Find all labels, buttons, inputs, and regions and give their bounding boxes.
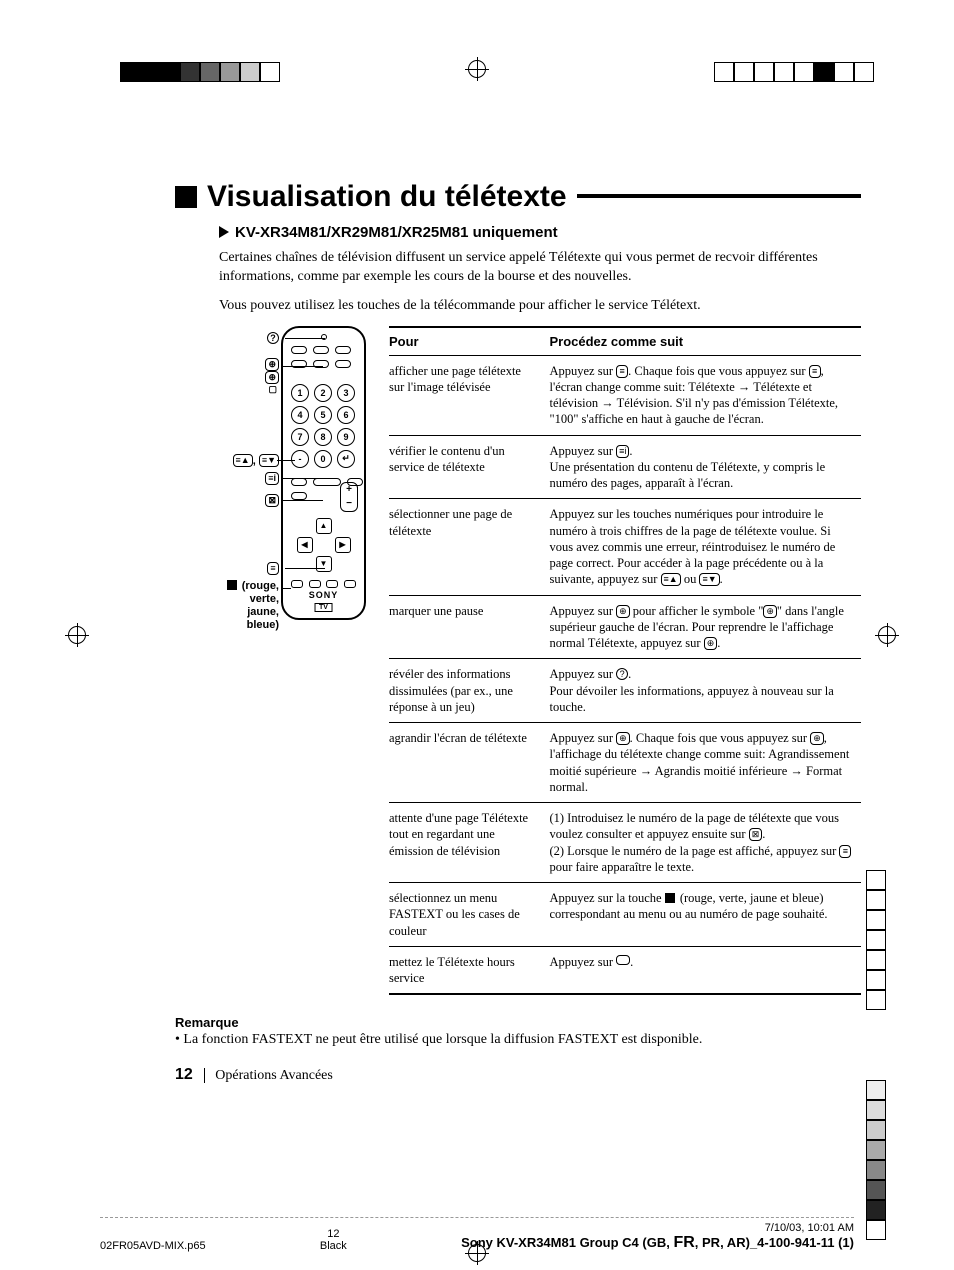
- remote-diagram-column: 123 456 789 -0↵ +− ▲▼◀▶ SONY TV ?: [219, 326, 379, 996]
- button-icon: ≡: [809, 365, 821, 378]
- table-cell-pour: révéler des informations dissimulées (pa…: [389, 659, 549, 723]
- print-color: Black: [320, 1240, 347, 1252]
- table-cell-procedez: Appuyez sur les touches numériques pour …: [549, 499, 861, 595]
- table-cell-procedez: (1) Introduisez le numéro de la page de …: [549, 803, 861, 883]
- button-icon: ⊕: [810, 732, 824, 745]
- table-row: révéler des informations dissimulées (pa…: [389, 659, 861, 723]
- print-footer: 02FR05AVD-MIX.p65 12 Black 7/10/03, 10:0…: [100, 1217, 854, 1252]
- reg-squares-right: [714, 62, 874, 82]
- reg-side-r2: [866, 1080, 886, 1240]
- title-row: Visualisation du télétexte: [175, 180, 861, 214]
- button-icon: ≡▲: [661, 573, 681, 586]
- intro-paragraph-2: Vous pouvez utilisez les touches de la t…: [219, 297, 861, 316]
- table-row: vérifier le contenu d'un service de télé…: [389, 435, 861, 499]
- intro-paragraph-1: Certaines chaînes de télévision diffusen…: [219, 249, 861, 287]
- tv-label: TV: [314, 603, 333, 612]
- title-bullet-icon: [175, 186, 197, 208]
- page-title: Visualisation du télétexte: [207, 180, 567, 214]
- callout-cancel: ⊠: [265, 494, 279, 507]
- table-cell-procedez: Appuyez sur la touche (rouge, verte, jau…: [549, 883, 861, 947]
- table-cell-procedez: Appuyez sur ≡. Chaque fois que vous appu…: [549, 355, 861, 435]
- table-row: afficher une page télétexte sur l'image …: [389, 355, 861, 435]
- table-cell-pour: sélectionnez un menu FASTEXT ou les case…: [389, 883, 549, 947]
- button-icon: ≡▼: [699, 573, 719, 586]
- section-label: Opérations Avancées: [204, 1068, 333, 1083]
- registration-mark-left: [68, 626, 86, 644]
- remark-body: • La fonction FASTEXT ne peut être utili…: [175, 1032, 861, 1048]
- table-cell-pour: sélectionner une page de télétexte: [389, 499, 549, 595]
- button-icon: ⊕: [616, 605, 630, 618]
- callout-hold: ⊕⊕▢: [265, 358, 279, 396]
- button-icon: ≡: [616, 365, 628, 378]
- table-row: agrandir l'écran de télétexteAppuyez sur…: [389, 723, 861, 803]
- table-cell-procedez: Appuyez sur ⊕ pour afficher le symbole "…: [549, 595, 861, 659]
- table-cell-procedez: Appuyez sur .: [549, 946, 861, 994]
- button-icon: ⊕: [616, 732, 630, 745]
- callout-question: ?: [267, 332, 279, 345]
- callout-colors: (rouge, verte, jaune, bleue): [227, 580, 279, 633]
- page-footer: 12 Opérations Avancées: [175, 1066, 861, 1084]
- print-pagenum: 12: [320, 1228, 347, 1240]
- table-cell-pour: vérifier le contenu d'un service de télé…: [389, 435, 549, 499]
- callout-text: ≡: [267, 562, 279, 575]
- number-grid: 123 456 789 -0↵: [291, 384, 356, 468]
- button-icon: [616, 955, 630, 965]
- subtitle: KV-XR34M81/XR29M81/XR25M81 uniquement: [219, 224, 861, 241]
- sony-label: SONY: [283, 590, 364, 600]
- table-cell-pour: marquer une pause: [389, 595, 549, 659]
- table-row: mettez le Télétexte hours serviceAppuyez…: [389, 946, 861, 994]
- button-icon: ⊕: [763, 605, 777, 618]
- print-file: 02FR05AVD-MIX.p65: [100, 1240, 206, 1252]
- table-cell-pour: afficher une page télétexte sur l'image …: [389, 355, 549, 435]
- page-content: Visualisation du télétexte KV-XR34M81/XR…: [175, 180, 861, 1084]
- table-row: attente d'une page Télétexte tout en reg…: [389, 803, 861, 883]
- dpad: ▲▼◀▶: [297, 518, 351, 572]
- table-row: marquer une pauseAppuyez sur ⊕ pour affi…: [389, 595, 861, 659]
- print-doc: Sony KV-XR34M81 Group C4 (GB, FR, PR, AR…: [461, 1234, 854, 1252]
- table-cell-pour: agrandir l'écran de télétexte: [389, 723, 549, 803]
- table-cell-pour: attente d'une page Télétexte tout en reg…: [389, 803, 549, 883]
- remark-heading: Remarque: [175, 1015, 861, 1030]
- page-number: 12: [175, 1066, 193, 1083]
- table-header-pour: Pour: [389, 327, 549, 356]
- registration-mark-center-top: [468, 60, 486, 78]
- button-icon: ≡i: [616, 445, 629, 458]
- title-rule-line: [577, 194, 861, 198]
- button-icon: ?: [616, 668, 628, 680]
- reg-side-r1: [866, 870, 886, 1010]
- print-date: 7/10/03, 10:01 AM: [461, 1222, 854, 1234]
- button-icon: ≡: [839, 845, 851, 858]
- remote-diagram: 123 456 789 -0↵ +− ▲▼◀▶ SONY TV: [281, 326, 366, 620]
- table-cell-procedez: Appuyez sur ≡i.Une présentation du conte…: [549, 435, 861, 499]
- table-cell-procedez: Appuyez sur ?.Pour dévoiler les informat…: [549, 659, 861, 723]
- callout-index: ≡i: [265, 472, 279, 485]
- button-icon: ⊠: [749, 828, 763, 841]
- table-cell-pour: mettez le Télétexte hours service: [389, 946, 549, 994]
- subtitle-text: KV-XR34M81/XR29M81/XR25M81 uniquement: [235, 224, 558, 241]
- table-header-procedez: Procédez comme suit: [549, 327, 861, 356]
- table-row: sélectionner une page de télétexteAppuye…: [389, 499, 861, 595]
- table-cell-procedez: Appuyez sur ⊕. Chaque fois que vous appu…: [549, 723, 861, 803]
- reg-squares-left: [120, 62, 280, 82]
- button-icon: ⊕: [704, 637, 718, 650]
- triangle-icon: [219, 226, 229, 238]
- table-row: sélectionnez un menu FASTEXT ou les case…: [389, 883, 861, 947]
- registration-mark-right: [878, 626, 896, 644]
- callout-pageup: ≡▲, ≡▼: [233, 454, 279, 467]
- instruction-table: Pour Procédez comme suit afficher une pa…: [389, 326, 861, 996]
